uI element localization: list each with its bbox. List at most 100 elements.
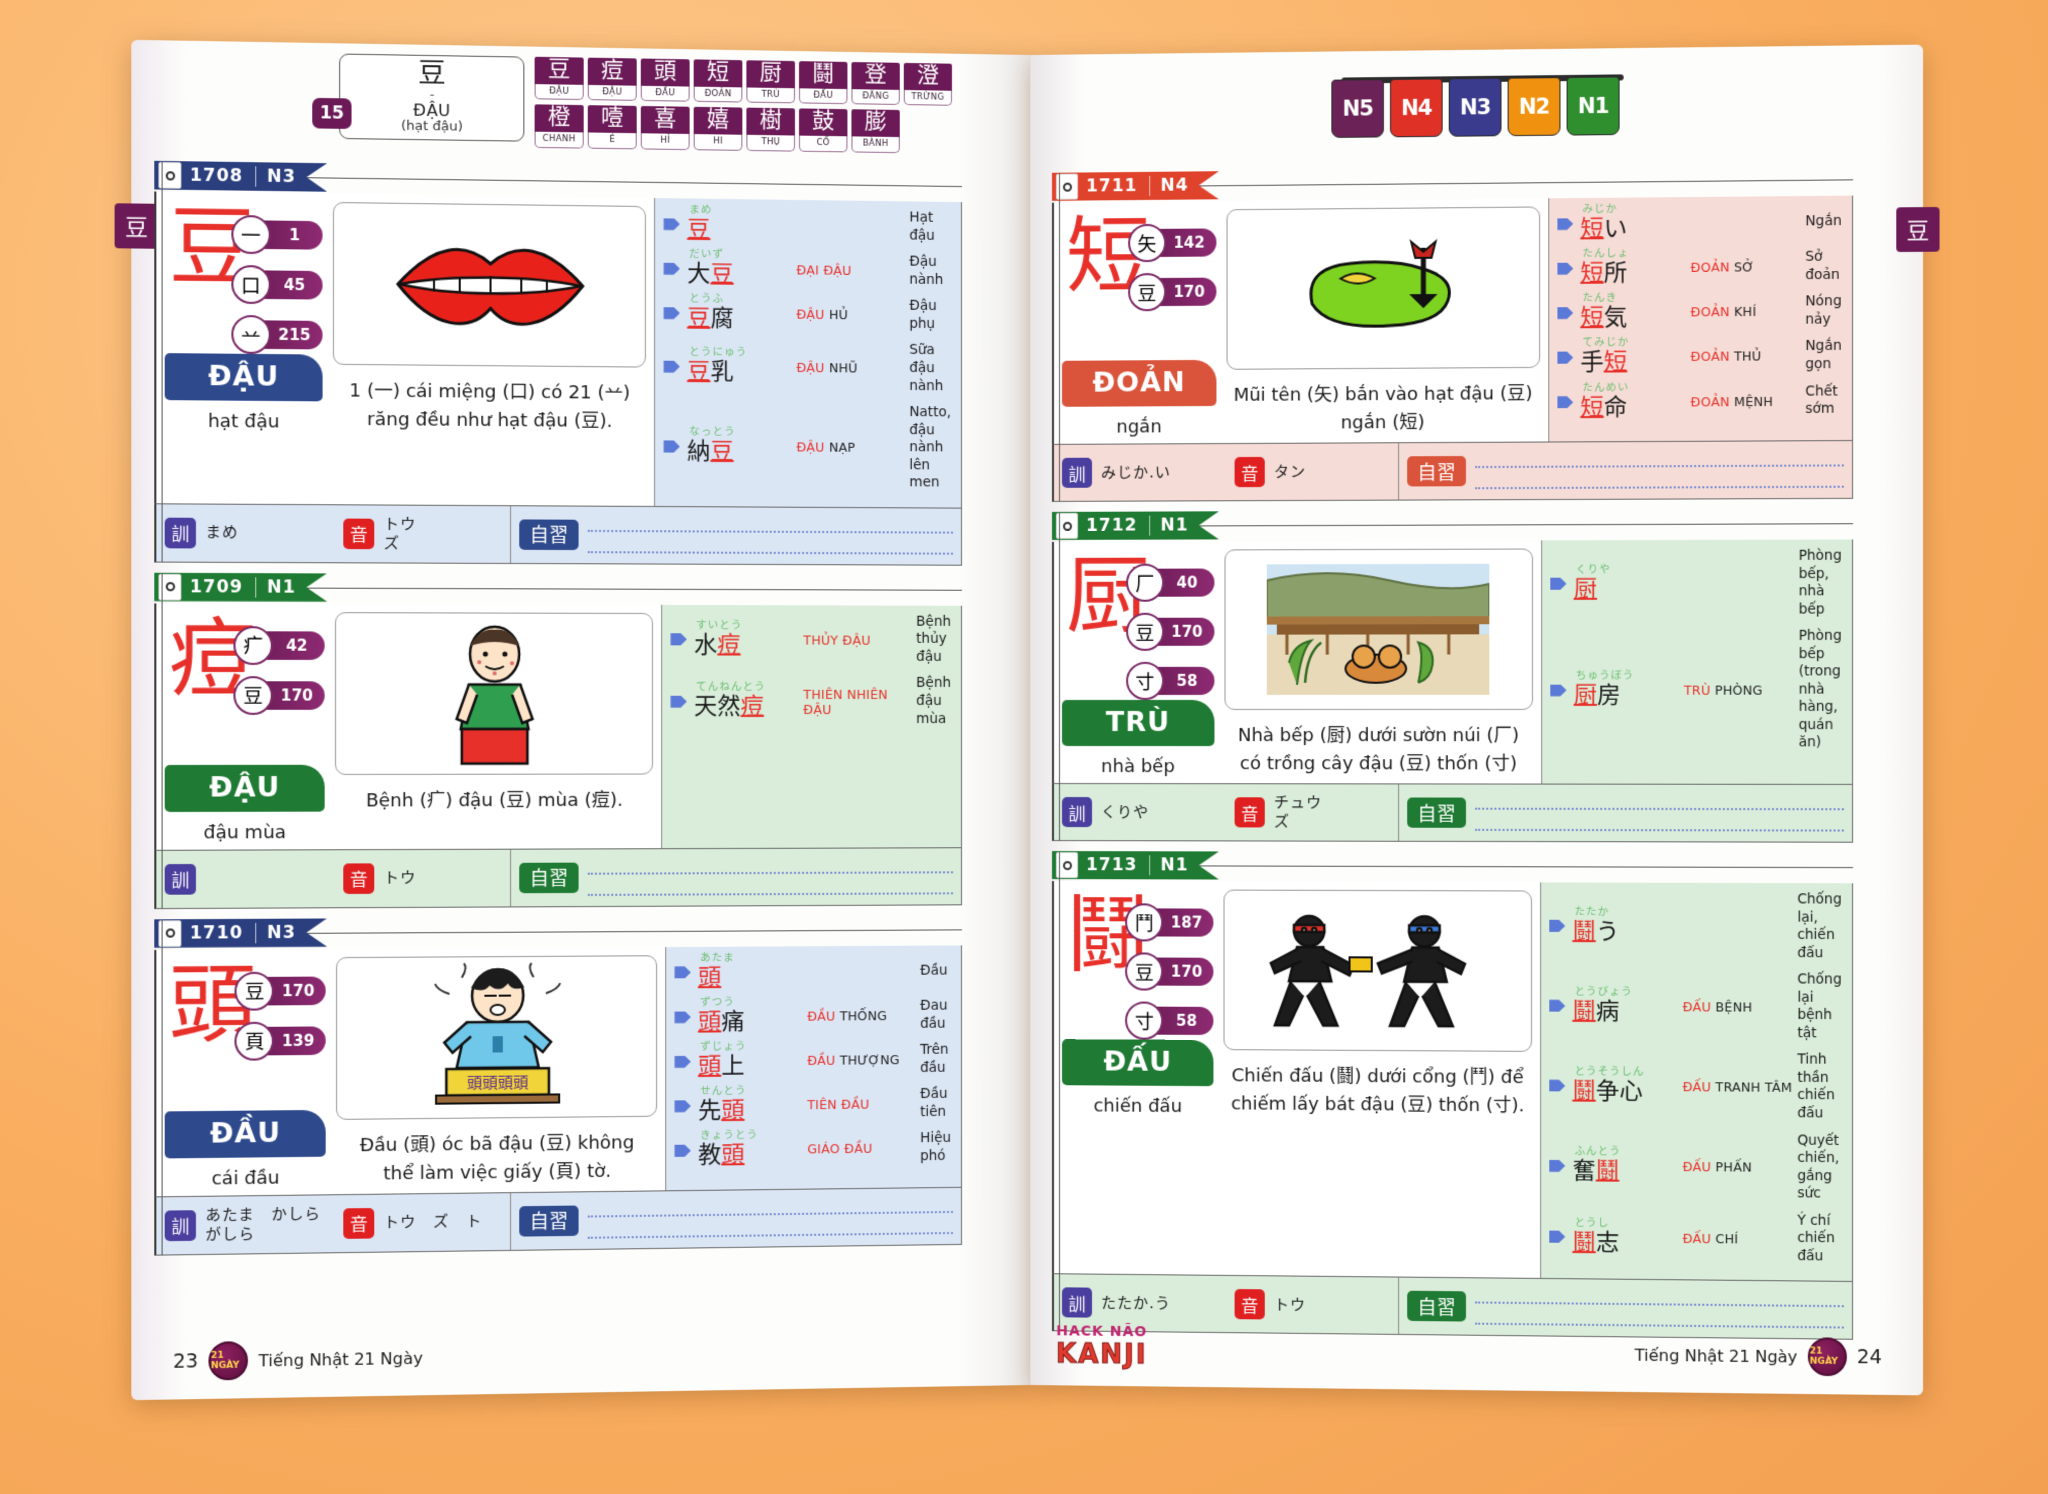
- jlpt-tab-n1[interactable]: N1: [1566, 76, 1620, 136]
- vocab-kanji: 鬪う: [1572, 918, 1620, 945]
- vocab-row: せんとう 先頭 TIÊN ĐẦU Đầu tiên: [675, 1085, 951, 1125]
- entry-meaning-sub: nhà bếp: [1101, 756, 1175, 778]
- header-kanji-viet: CỔ: [799, 135, 848, 153]
- self-study-badge: 自習: [1407, 1291, 1466, 1322]
- radical-row: 豆 170: [1125, 952, 1214, 991]
- vocab-word: くりや 厨: [1574, 563, 1684, 602]
- vocab-row: とうし 鬪志 ĐẤU CHÍ Ý chí chiến đấu: [1549, 1210, 1842, 1266]
- vocab-word: ちゅうぼう 厨房: [1574, 670, 1684, 709]
- entry-meaning-sub: hạt đậu: [207, 410, 280, 433]
- vocab-marker-icon: [1557, 307, 1573, 319]
- left-page-footer: 23 21 NGÀY Tiếng Nhật 21 Ngày: [131, 1315, 1030, 1386]
- vocab-word: とうふ 豆腐: [687, 293, 796, 333]
- on-reading-text: トウ ズ ト: [383, 1212, 483, 1232]
- vocab-meaning: Bệnh đậu mùa: [916, 675, 951, 727]
- on-reading-cell: 音 タン: [1227, 443, 1399, 500]
- entry-vocab-column: くりや 厨 Phòng bếp, nhà bếp ちゅうぼう 厨房 TRÙ PH…: [1058, 511, 1853, 842]
- radical-row: 豆 170: [234, 971, 327, 1011]
- vocab-row: とうふ 豆腐 ĐẬU HỦ Đậu phụ: [664, 293, 951, 333]
- vocab-row: きょうとう 教頭 GIÁO ĐẦU Hiệu phó: [675, 1129, 951, 1169]
- vocab-furigana: ずつう: [700, 995, 735, 1009]
- vocab-hanviet: TIÊN ĐẦU: [807, 1096, 870, 1113]
- kun-badge-icon: 訓: [164, 517, 196, 549]
- vocab-marker-icon: [1549, 1231, 1565, 1243]
- kanji-stroke-diagram: 痘 疒 42 豆 170: [165, 608, 325, 754]
- kun-badge-icon: 訓: [164, 863, 196, 895]
- entry-meaning-vi: ĐOẢN: [1061, 359, 1217, 407]
- logo-line-1: HACK NÃO: [1056, 1323, 1148, 1341]
- header-kanji-card: 鬪 ĐẤU: [799, 61, 848, 105]
- vocab-connector-line: [161, 160, 164, 563]
- vocab-hanviet: ĐOẢN KHÍ: [1690, 304, 1757, 320]
- vocab-furigana: てみじか: [1582, 336, 1630, 349]
- on-reading-text: トウ: [383, 868, 417, 888]
- vocab-hanviet: TRÙ PHÒNG: [1683, 682, 1763, 698]
- vocab-hanviet: ĐẤU PHẤN: [1682, 1159, 1752, 1175]
- vocab-meaning: Quyết chiến, gắng sức: [1797, 1132, 1840, 1202]
- radical-glyph: 寸: [1125, 1001, 1164, 1040]
- self-study-write-lines[interactable]: [587, 511, 953, 559]
- self-study-cell[interactable]: 自習: [1398, 441, 1853, 500]
- vocab-word: たんしょ 短所: [1580, 247, 1690, 287]
- on-reading-cell: 音 トウ: [335, 849, 510, 907]
- radical-glyph: 䒑: [231, 314, 271, 355]
- jlpt-tab-label: N4: [1401, 95, 1432, 121]
- entry-number: 1711: [1086, 175, 1138, 197]
- self-study-cell[interactable]: 自習: [1398, 784, 1853, 842]
- header-kanji-viet: TRÙ: [746, 87, 795, 104]
- kun-badge-icon: 訓: [164, 1209, 196, 1242]
- vocab-word: てんねんとう 天然痘: [694, 681, 803, 720]
- jlpt-tab-n5[interactable]: N5: [1331, 79, 1384, 138]
- kanji-entry-1713: 1713 N1 鬪 鬥 187 豆 170 寸 58 ĐẤU chiến đấu: [1051, 851, 1854, 1341]
- on-reading-text: チュウズ: [1273, 793, 1323, 831]
- kun-reading-cell: 訓 みじか.い: [1054, 444, 1227, 501]
- header-kanji-card: 鼓 CỔ: [799, 108, 848, 153]
- self-study-cell[interactable]: 自習: [510, 1187, 961, 1250]
- header-kanji-viet: HI: [693, 134, 743, 151]
- self-study-write-lines[interactable]: [1475, 446, 1844, 494]
- vocab-word: とうし 鬪志: [1572, 1216, 1682, 1256]
- entry-mnemonic-text: Đầu (頭) óc bã đậu (豆) không thể làm việc…: [359, 1131, 635, 1185]
- kanji-stroke-diagram: 豆 一 1 口 45 䒑 215: [165, 197, 323, 355]
- self-study-write-lines[interactable]: [587, 1193, 953, 1244]
- on-badge-icon: 音: [343, 1207, 375, 1239]
- self-study-cell[interactable]: 自習: [510, 848, 961, 907]
- vocab-hanviet: ĐOẢN MỆNH: [1690, 393, 1774, 410]
- jlpt-tab-n2[interactable]: N2: [1507, 77, 1561, 137]
- kanji-stroke-diagram: 厨 厂 40 豆 170 寸 58: [1062, 547, 1215, 700]
- vocab-kanji: 手短: [1580, 349, 1628, 377]
- jlpt-tab-n4[interactable]: N4: [1389, 78, 1443, 138]
- kanji-stroke-diagram: 頭 豆 170 頁 139: [165, 954, 327, 1101]
- left-entry-list: 1708 N3 豆 一 1 口 45 䒑 215 ĐẬU hạt đậu 1 (…: [154, 161, 962, 1266]
- jlpt-tab-n3[interactable]: N3: [1448, 77, 1502, 137]
- entry-kanji-column: 鬪 鬥 187 豆 170 寸 58 ĐẤU chiến đấu: [1053, 881, 1220, 1276]
- entry-meaning-sub: ngắn: [1116, 416, 1162, 438]
- vocab-meaning: Tinh thần chiến đấu: [1797, 1051, 1835, 1122]
- header-kanji-glyph: 噎: [587, 105, 637, 134]
- right-page: 豆 N5 N4 N3 N2 N1 1711 N4 短 矢 142 豆 170 ĐOẢN …: [1030, 44, 1940, 1396]
- vocab-kanji: 水痘: [693, 631, 741, 659]
- header-kanji-viet: ĐẦU: [640, 85, 690, 103]
- vocab-hanviet: ĐẦU THƯỢNG: [807, 1052, 900, 1069]
- entry-mnemonic-text: Nhà bếp (厨) dưới sườn núi (厂) có trồng c…: [1237, 725, 1520, 775]
- entry-reading-strip: 訓 まめ 音 トウズ 自習: [154, 504, 962, 566]
- vocab-word: せんとう 先頭: [698, 1085, 807, 1125]
- vocab-meaning: Đau đầu: [920, 997, 948, 1032]
- self-study-write-lines[interactable]: [1475, 790, 1844, 837]
- radical-glyph: 豆: [1125, 952, 1164, 991]
- self-study-cell[interactable]: 自習: [510, 506, 961, 565]
- vocab-hanviet: ĐẤU CHÍ: [1682, 1230, 1739, 1246]
- vocab-row: たたか 鬪う Chống lại, chiến đấu: [1549, 891, 1842, 963]
- vocab-furigana: たんき: [1582, 291, 1618, 305]
- entry-vocab-column: みじか 短い Ngắn たんしょ 短所 ĐOẢN SỞ Sở đoản たんき …: [1058, 172, 1853, 502]
- vocab-hanviet: ĐẠI ĐẬU: [796, 262, 852, 279]
- kun-reading-text: まめ: [205, 523, 239, 542]
- header-kanji-glyph: 澄: [903, 62, 952, 91]
- entry-meaning-sub: đậu mùa: [203, 821, 287, 844]
- kanji-stroke-diagram: 短 矢 142 豆 170: [1062, 207, 1217, 350]
- vocab-row: てみじか 手短 ĐOẢN THỦ Ngắn gọn: [1557, 336, 1842, 377]
- self-study-write-lines[interactable]: [587, 853, 953, 901]
- vocab-kanji: 短気: [1580, 304, 1628, 332]
- vocab-marker-icon: [671, 633, 687, 645]
- vocab-word: ずじょう 頭上: [698, 1040, 807, 1080]
